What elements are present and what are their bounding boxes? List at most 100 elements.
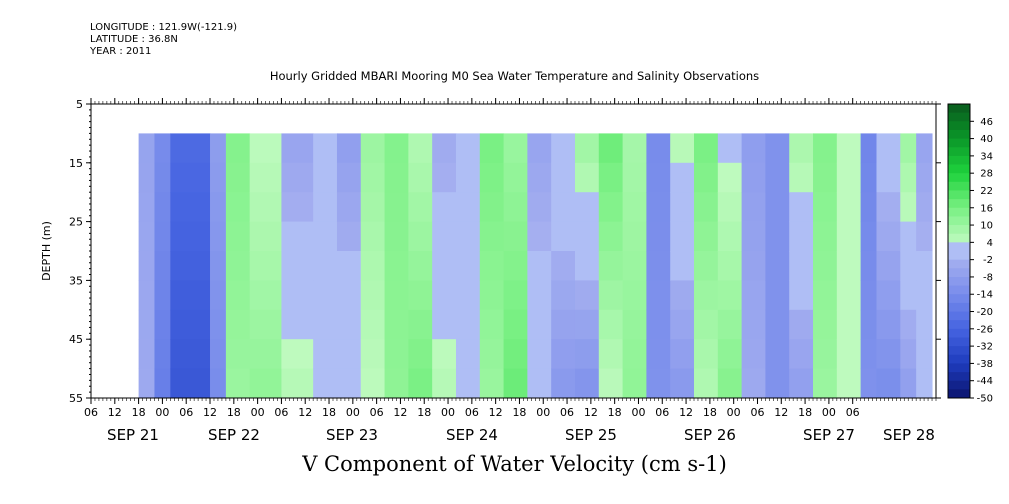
heatmap-cell <box>694 192 719 223</box>
colorbar-label: -38 <box>977 359 993 370</box>
colorbar-swatch <box>948 346 970 356</box>
heatmap-cell <box>916 339 933 370</box>
heatmap-cell <box>916 162 933 193</box>
heatmap-cell <box>765 162 790 193</box>
heatmap-cell <box>813 162 838 193</box>
heatmap-cell <box>789 221 814 252</box>
heatmap-cell <box>860 221 877 252</box>
x-tick-label: 18 <box>132 406 146 419</box>
x-tick-label: 00 <box>631 406 645 419</box>
heatmap-cell <box>384 339 409 370</box>
heatmap-cell <box>694 221 719 252</box>
heatmap-cell <box>154 162 171 193</box>
colorbar-swatch <box>948 337 970 347</box>
heatmap-cell <box>210 162 227 193</box>
heatmap-cell <box>646 192 671 223</box>
x-date-label: SEP 22 <box>208 426 260 444</box>
heatmap-cell <box>717 192 743 223</box>
heatmap-cell <box>336 133 362 164</box>
heatmap-cell <box>916 280 933 311</box>
heatmap-cell <box>860 339 877 370</box>
heatmap-cell <box>598 221 624 252</box>
heatmap-cell <box>210 280 227 311</box>
heatmap-cell <box>408 162 433 193</box>
heatmap-cell <box>670 221 695 252</box>
colorbar-swatch <box>948 207 970 217</box>
heatmap-cell <box>479 251 505 281</box>
heatmap-cell <box>646 368 671 398</box>
heatmap-cell <box>694 162 719 193</box>
x-date-label: SEP 28 <box>883 426 935 444</box>
y-tick-label: 35 <box>69 274 83 287</box>
heatmap-cell <box>225 309 251 340</box>
heatmap-cell <box>281 133 314 164</box>
heatmap-cell <box>360 368 386 398</box>
heatmap-cell <box>138 280 155 311</box>
x-date-label: SEP 26 <box>684 426 736 444</box>
heatmap-cell <box>717 339 743 370</box>
colorbar-swatch <box>948 285 970 295</box>
colorbar-label: -8 <box>983 272 993 283</box>
heatmap-cell <box>551 368 576 398</box>
colorbar-swatch <box>948 294 970 304</box>
heatmap-cell <box>281 339 314 370</box>
heatmap-cell <box>503 162 528 193</box>
heatmap-cell <box>574 309 600 340</box>
heatmap-cell <box>813 133 838 164</box>
heatmap-cell <box>813 251 838 281</box>
heatmap-cell <box>170 309 211 340</box>
x-tick-label: 06 <box>560 406 574 419</box>
heatmap-cell <box>916 133 933 164</box>
heatmap-cell <box>384 192 409 223</box>
heatmap-cell <box>249 251 282 281</box>
heatmap-cell <box>384 280 409 311</box>
heatmap-cell <box>900 133 917 164</box>
heatmap-cell <box>916 221 933 252</box>
chart-title: Hourly Gridded MBARI Mooring M0 Sea Wate… <box>269 69 760 83</box>
heatmap-cell <box>598 280 624 311</box>
heatmap-cell <box>138 221 155 252</box>
heatmap-cell <box>598 368 624 398</box>
heatmap-cell <box>336 309 362 340</box>
heatmap-cell <box>860 251 877 281</box>
heatmap-cell <box>836 339 862 370</box>
colorbar-swatch <box>948 164 970 174</box>
heatmap-cell <box>622 309 647 340</box>
heatmap-cell <box>313 368 338 398</box>
x-tick-label: 06 <box>465 406 479 419</box>
heatmap-cell <box>741 280 766 311</box>
heatmap-cell <box>646 280 671 311</box>
heatmap-cell <box>527 221 552 252</box>
heatmap-cell <box>694 309 719 340</box>
colorbar-swatch <box>948 181 970 191</box>
heatmap-cell <box>717 309 743 340</box>
heatmap-cell <box>646 133 671 164</box>
heatmap-cell <box>646 339 671 370</box>
heatmap-cell <box>432 192 457 223</box>
heatmap-cell <box>622 339 647 370</box>
y-tick-label: 45 <box>69 333 83 346</box>
colorbar-swatch <box>948 251 970 261</box>
heatmap-cell <box>741 221 766 252</box>
heatmap-cell <box>598 162 624 193</box>
heatmap-cell <box>765 280 790 311</box>
heatmap-cell <box>670 251 695 281</box>
x-date-label: SEP 25 <box>565 426 617 444</box>
x-date-label: SEP 27 <box>803 426 855 444</box>
heatmap-cell <box>765 339 790 370</box>
heatmap-cell <box>836 162 862 193</box>
heatmap-cell <box>281 309 314 340</box>
heatmap-cell <box>900 339 917 370</box>
colorbar-label: 40 <box>980 134 993 145</box>
colorbar-label: -26 <box>977 324 993 335</box>
colorbar-swatch <box>948 354 970 364</box>
colorbar-label: 16 <box>980 203 993 214</box>
longitude-label: LONGITUDE : 121.9W(-121.9) <box>90 22 237 33</box>
heatmap-cell <box>765 368 790 398</box>
heatmap-cell <box>479 192 505 223</box>
heatmap-cell <box>154 221 171 252</box>
heatmap-cell <box>503 192 528 223</box>
colorbar-frame <box>947 103 971 399</box>
x-tick-label: 18 <box>322 406 336 419</box>
